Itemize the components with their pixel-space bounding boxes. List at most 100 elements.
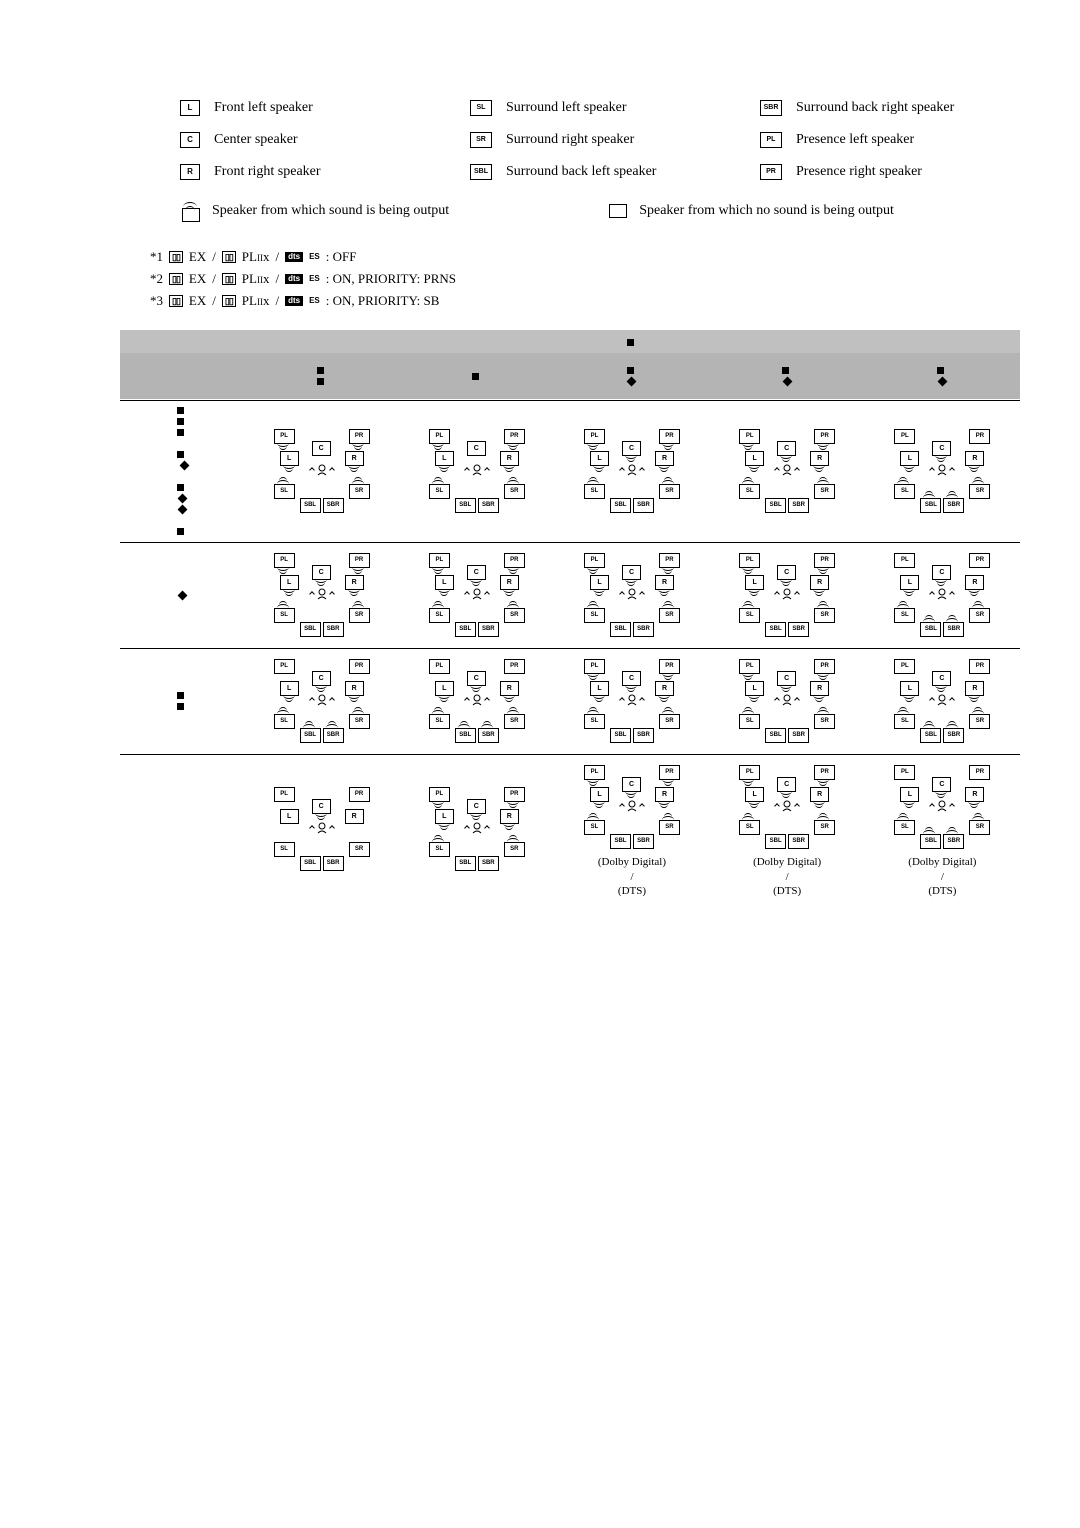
speaker-box-pr: PR (814, 765, 835, 780)
table-row: PLPRCLRSLSRSBLSBRPLPRCLRSLSRSBLSBRPLPRCL… (120, 649, 1020, 754)
legend-item-SL: SL Surround left speaker (470, 100, 750, 116)
speaker-box-sbl: SBL (920, 834, 941, 849)
listener-head-icon (315, 693, 329, 707)
legend-item-R: R Front right speaker (180, 164, 460, 180)
speaker-box-l: L (900, 787, 919, 802)
speaker-box-sbr: SBR (788, 498, 809, 513)
speaker-box-pr: PR (349, 787, 370, 802)
speaker-box-sbl: SBL (300, 856, 321, 871)
speaker-box-r: R (810, 681, 829, 696)
speaker-box-c: C (932, 565, 951, 580)
listener-head-icon (625, 693, 639, 707)
speaker-box-l: L (435, 575, 454, 590)
speaker-diagram: PLPRCLRSLSRSBLSBR (894, 765, 990, 849)
speaker-box-sr: SR (349, 608, 370, 623)
speaker-box-r: R (345, 681, 364, 696)
speaker-box-pl: PL (584, 553, 605, 568)
speaker-box-sr: SR (814, 714, 835, 729)
speaker-diagram: PLPRCLRSLSRSBLSBR (584, 429, 680, 513)
speaker-box-l: L (590, 451, 609, 466)
speaker-box-sbr: SBR (323, 856, 344, 871)
speaker-box-pl: PL (894, 553, 915, 568)
speaker-box-pl: PL (274, 659, 295, 674)
legend-text-SL: Surround left speaker (506, 100, 627, 116)
speaker-box-sl: SL (274, 608, 295, 623)
footnote-3: *3 ▯▯ EX / ▯▯ PLIIx / dtsES : ON, PRIORI… (150, 290, 1020, 312)
speaker-box-sl: SL (894, 820, 915, 835)
legend-box-C: C (180, 132, 200, 148)
below-caption: (Dolby Digital)/(DTS) (556, 855, 707, 898)
legend-item-SBL: SBL Surround back left speaker (470, 164, 750, 180)
speaker-box-l: L (745, 575, 764, 590)
speaker-box-c: C (777, 671, 796, 686)
legend-box-SL: SL (470, 100, 492, 116)
speaker-box-sl: SL (894, 608, 915, 623)
es-label: ES (309, 250, 320, 264)
speaker-box-c: C (932, 441, 951, 456)
speaker-box-sbr: SBR (478, 728, 499, 743)
dts-icon: dts (285, 274, 303, 284)
dolby-icon: ▯▯ (222, 251, 236, 263)
speaker-box-r: R (965, 575, 984, 590)
speaker-box-pr: PR (969, 765, 990, 780)
speaker-box-c: C (932, 671, 951, 686)
legend-item-L: L Front left speaker (180, 100, 460, 116)
legend-text-PL: Presence left speaker (796, 132, 914, 148)
legend-text-L: Front left speaker (214, 100, 313, 116)
speaker-diagram: PLPRCLRSLSRSBLSBR (429, 429, 525, 513)
legend-box-SBR: SBR (760, 100, 782, 116)
speaker-box-sbr: SBR (943, 728, 964, 743)
speaker-box-l: L (590, 787, 609, 802)
speaker-box-sr: SR (814, 608, 835, 623)
speaker-diagram-cell: PLPRCLRSLSRSBLSBR (399, 543, 554, 648)
speaker-diagram-cell: PLPRCLRSLSRSBLSBR (865, 649, 1020, 754)
speaker-box-c: C (932, 777, 951, 792)
listener-head-icon (625, 463, 639, 477)
speaker-box-sr: SR (504, 714, 525, 729)
speaker-box-sr: SR (349, 842, 370, 857)
table-row: PLPRCLRSLSRSBLSBRPLPRCLRSLSRSBLSBRPLPRCL… (120, 543, 1020, 648)
below-caption: (Dolby Digital)/(DTS) (712, 855, 863, 898)
legend-item-C: C Center speaker (180, 132, 460, 148)
speaker-box-pr: PR (814, 553, 835, 568)
speaker-box-pr: PR (969, 553, 990, 568)
speaker-box-sbl: SBL (765, 498, 786, 513)
speaker-box-c: C (312, 441, 331, 456)
legend-text-R: Front right speaker (214, 164, 321, 180)
speaker-box-pr: PR (659, 553, 680, 568)
speaker-box-sr: SR (659, 608, 680, 623)
below-caption: (Dolby Digital)/(DTS) (867, 855, 1018, 898)
row-label (120, 543, 244, 648)
listener-head-icon (315, 821, 329, 835)
speaker-box-r: R (810, 451, 829, 466)
speaker-box-sbl: SBL (300, 498, 321, 513)
sep: / (212, 268, 216, 290)
legend-text-PR: Presence right speaker (796, 164, 922, 180)
speaker-box-sbl: SBL (920, 728, 941, 743)
speaker-box-l: L (900, 575, 919, 590)
speaker-box-pr: PR (659, 429, 680, 444)
speaker-diagram-cell: PLPRCLRSLSRSBLSBR (865, 543, 1020, 648)
speaker-box-pl: PL (429, 553, 450, 568)
sep: / (275, 290, 279, 312)
listener-head-icon (935, 587, 949, 601)
legend-box-PL: PL (760, 132, 782, 148)
inactive-speaker-icon (609, 204, 627, 218)
speaker-box-sbr: SBR (323, 622, 344, 637)
footnote-1-suffix: : OFF (326, 246, 357, 268)
legend-box-SBL: SBL (470, 164, 492, 180)
speaker-box-pr: PR (504, 787, 525, 802)
speaker-diagram: PLPRCLRSLSRSBLSBR (739, 765, 835, 849)
table-row: PLPRCLRSLSRSBLSBRPLPRCLRSLSRSBLSBRPLPRCL… (120, 755, 1020, 902)
speaker-box-sl: SL (739, 608, 760, 623)
speaker-box-l: L (745, 787, 764, 802)
dts-icon: dts (285, 296, 303, 306)
speaker-box-r: R (810, 787, 829, 802)
listener-head-icon (780, 587, 794, 601)
legend-item-PL: PL Presence left speaker (760, 132, 1040, 148)
speaker-box-pl: PL (894, 659, 915, 674)
speaker-diagram-cell: PLPRCLRSLSRSBLSBR(Dolby Digital)/(DTS) (710, 755, 865, 902)
dolby-icon: ▯▯ (222, 295, 236, 307)
footnote-3-suffix: : ON, PRIORITY: SB (326, 290, 440, 312)
table-header-row-1 (120, 330, 1020, 353)
